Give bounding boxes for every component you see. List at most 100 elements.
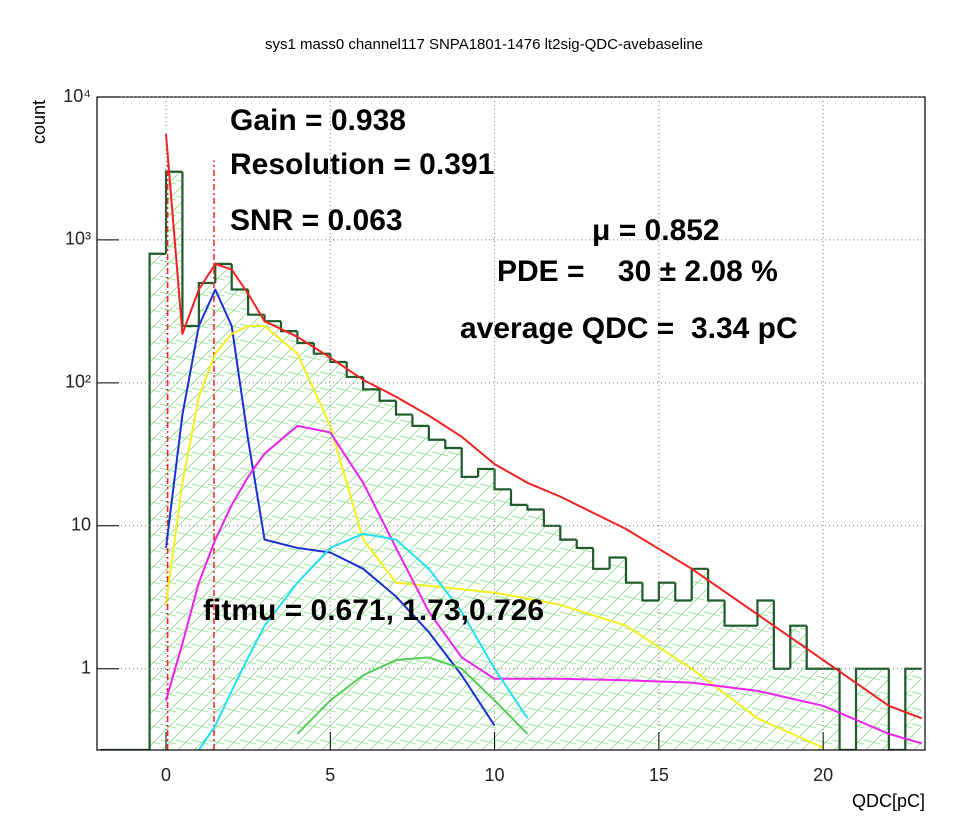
histogram-bin (887, 668, 906, 750)
histogram-bin-fill (248, 314, 265, 750)
annotation: PDE = 30 ± 2.08 % (497, 255, 778, 288)
histogram-bin-fill (856, 668, 873, 750)
histogram-bin-fill (658, 582, 676, 750)
histogram-bin-fill (379, 400, 396, 750)
histogram-bin (247, 289, 265, 316)
frame (96, 96, 926, 751)
histogram-bin (838, 668, 856, 750)
fit-curve (198, 532, 529, 750)
histogram-bin-fill (708, 600, 725, 750)
histogram-bin (362, 376, 380, 391)
histogram-bin (756, 599, 774, 626)
histogram-bin-fill (166, 171, 183, 750)
histogram-bin-fill (642, 600, 659, 750)
histogram-bin-fill (806, 668, 824, 750)
chart-title: sys1 mass0 channel117 SNPA1801-1476 lt2s… (265, 36, 703, 53)
annotation: Gain = 0.938 (230, 104, 406, 137)
y-tick-label: 1 (81, 657, 91, 677)
y-axis-label: count (29, 100, 49, 144)
x-tick-label: 20 (813, 765, 833, 785)
histogram-bin-fill (675, 600, 692, 750)
histogram-bin (641, 582, 659, 602)
x-tick-label: 15 (649, 765, 669, 785)
histogram-bin (624, 557, 643, 584)
histogram-bin-fill (478, 468, 495, 750)
histogram-bin-fill (363, 389, 380, 750)
x-tick-label: 5 (325, 765, 335, 785)
histogram-bin (559, 525, 577, 541)
histogram-bin-fill (264, 321, 281, 750)
histogram-bin-fill (297, 343, 314, 750)
y-tick-label: 10³ (65, 229, 91, 249)
histogram-bin-fill (773, 668, 791, 750)
histogram-bin-fill (215, 263, 232, 750)
histogram-bin (378, 389, 396, 402)
histogram-bin-fill (757, 600, 774, 750)
histogram-bin-fill (346, 376, 364, 750)
histogram-bin-fill (396, 414, 413, 750)
annotation: SNR = 0.063 (230, 204, 403, 237)
histogram-bin (477, 467, 495, 477)
histogram-bin (230, 263, 249, 291)
y-tick-label: 10⁴ (63, 86, 91, 106)
annotation: average QDC = 3.34 pC (460, 312, 798, 345)
fit-curve (165, 288, 496, 727)
histogram-bin (575, 539, 594, 550)
histogram-bin-fill (543, 525, 561, 750)
histogram-bin (854, 667, 873, 750)
histogram-bin-fill (412, 425, 429, 750)
histogram-bin (674, 582, 692, 602)
histogram-bin-fill (182, 325, 199, 750)
histogram-bin-fill (494, 489, 511, 750)
histogram-bin (460, 448, 479, 478)
histogram-bin (444, 439, 462, 450)
x-tick-label: 10 (485, 765, 505, 785)
histogram-bin-fill (905, 668, 922, 750)
histogram-bin (329, 353, 347, 364)
histogram-bin (263, 314, 281, 323)
histogram-bin-fill (741, 625, 758, 750)
histogram-bin-fill (790, 625, 807, 750)
histogram-bin-fill (445, 448, 462, 750)
plot-area (100, 134, 923, 750)
annotation: fitmu = 0.671, 1.73,0.726 (203, 594, 544, 627)
histogram-bin-fill (576, 547, 594, 750)
histogram-bin-fill (231, 289, 249, 750)
histogram-bin (411, 414, 429, 427)
x-tick-label: 0 (161, 765, 171, 785)
x-axis-label: QDC[pC] (852, 791, 925, 811)
fit-curve (165, 324, 824, 749)
histogram-bin (657, 581, 676, 601)
histogram-bin-fill (149, 253, 166, 750)
histogram-bin (509, 489, 528, 507)
histogram-bin (707, 568, 725, 602)
histogram-bin-fill (281, 331, 298, 750)
histogram-bin (608, 556, 626, 569)
histogram-bin (164, 170, 183, 254)
y-tick-label: 10 (71, 515, 91, 535)
histogram-bin-fill (872, 668, 889, 750)
histogram-bin-fill (626, 582, 643, 750)
histogram-bin-fill (527, 509, 544, 750)
histogram-bin-fill (428, 439, 446, 750)
histogram-bin (542, 509, 561, 527)
fit-curve (165, 134, 923, 720)
histogram-bin (592, 547, 610, 570)
y-tick-label: 10² (65, 372, 91, 392)
histogram-bin (526, 504, 544, 511)
annotation: Resolution = 0.391 (230, 148, 494, 181)
fit-curve (296, 656, 529, 735)
histogram-bin (789, 624, 807, 669)
fit-curve (165, 424, 922, 745)
histogram-bin (181, 171, 199, 328)
histogram-bin (197, 281, 216, 326)
histogram-bin (427, 425, 446, 441)
histogram-bin-fill (198, 282, 216, 750)
histogram-bin (394, 400, 413, 416)
histogram-bin-fill (593, 568, 610, 750)
histogram-bin-fill (560, 539, 577, 750)
histogram-bin-fill (691, 568, 709, 750)
histogram-bin (723, 600, 741, 627)
histogram-bin-fill (609, 557, 626, 750)
